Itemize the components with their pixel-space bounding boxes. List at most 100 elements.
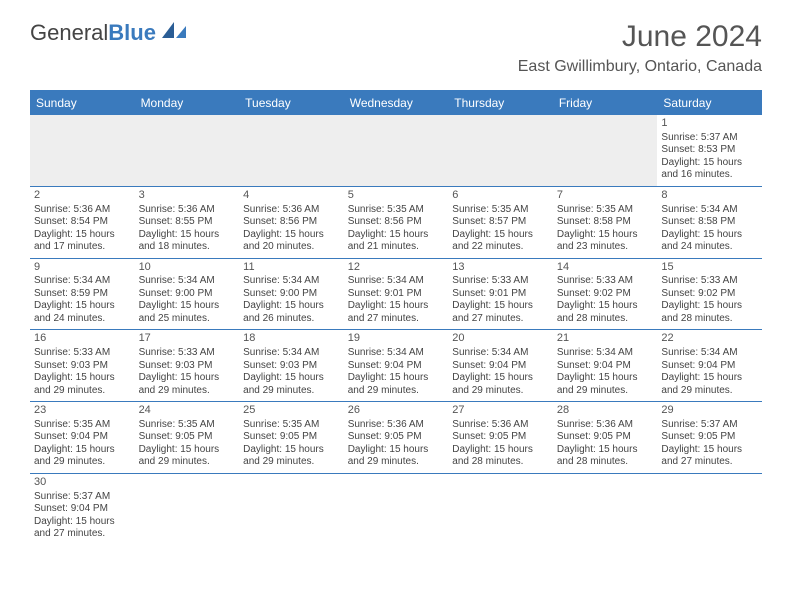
day-number: 5 — [348, 189, 445, 203]
weekday-header: Saturday — [657, 91, 762, 115]
sunrise-line: Sunrise: 5:34 AM — [557, 347, 654, 360]
day-number: 16 — [34, 332, 131, 346]
sunset-line: Sunset: 8:56 PM — [243, 216, 340, 229]
calendar-cell: 4Sunrise: 5:36 AMSunset: 8:56 PMDaylight… — [239, 187, 344, 258]
day-number: 30 — [34, 476, 131, 490]
calendar-cell: 24Sunrise: 5:35 AMSunset: 9:05 PMDayligh… — [135, 402, 240, 473]
daylight-line-1: Daylight: 15 hours — [348, 300, 445, 313]
sunrise-line: Sunrise: 5:37 AM — [661, 419, 758, 432]
calendar-cell: 17Sunrise: 5:33 AMSunset: 9:03 PMDayligh… — [135, 330, 240, 401]
daylight-line-2: and 24 minutes. — [34, 313, 131, 326]
brand-logo: GeneralBlue — [30, 20, 188, 46]
day-number: 4 — [243, 189, 340, 203]
daylight-line-2: and 29 minutes. — [139, 456, 236, 469]
calendar-cell: 15Sunrise: 5:33 AMSunset: 9:02 PMDayligh… — [657, 259, 762, 330]
daylight-line-2: and 28 minutes. — [557, 456, 654, 469]
day-number: 27 — [452, 404, 549, 418]
daylight-line-1: Daylight: 15 hours — [348, 444, 445, 457]
sunset-line: Sunset: 9:03 PM — [243, 360, 340, 373]
daylight-line-2: and 28 minutes. — [452, 456, 549, 469]
calendar-cell: 11Sunrise: 5:34 AMSunset: 9:00 PMDayligh… — [239, 259, 344, 330]
daylight-line-2: and 29 minutes. — [348, 385, 445, 398]
sunset-line: Sunset: 9:01 PM — [348, 288, 445, 301]
daylight-line-2: and 23 minutes. — [557, 241, 654, 254]
day-number: 8 — [661, 189, 758, 203]
daylight-line-1: Daylight: 15 hours — [452, 372, 549, 385]
calendar-cell-empty — [657, 474, 762, 545]
calendar-cell: 6Sunrise: 5:35 AMSunset: 8:57 PMDaylight… — [448, 187, 553, 258]
daylight-line-1: Daylight: 15 hours — [348, 372, 445, 385]
sunset-line: Sunset: 8:53 PM — [661, 144, 758, 157]
daylight-line-1: Daylight: 15 hours — [34, 372, 131, 385]
daylight-line-2: and 28 minutes. — [661, 313, 758, 326]
day-number: 11 — [243, 261, 340, 275]
daylight-line-1: Daylight: 15 hours — [452, 229, 549, 242]
sunrise-line: Sunrise: 5:34 AM — [243, 275, 340, 288]
brand-part2: Blue — [108, 20, 156, 46]
sunrise-line: Sunrise: 5:36 AM — [452, 419, 549, 432]
calendar-cell: 26Sunrise: 5:36 AMSunset: 9:05 PMDayligh… — [344, 402, 449, 473]
day-number: 20 — [452, 332, 549, 346]
sunrise-line: Sunrise: 5:33 AM — [661, 275, 758, 288]
sunset-line: Sunset: 9:05 PM — [348, 431, 445, 444]
daylight-line-1: Daylight: 15 hours — [139, 444, 236, 457]
sunrise-line: Sunrise: 5:34 AM — [348, 347, 445, 360]
calendar-cell-empty — [30, 115, 135, 186]
day-number: 25 — [243, 404, 340, 418]
daylight-line-2: and 27 minutes. — [452, 313, 549, 326]
sunrise-line: Sunrise: 5:36 AM — [348, 419, 445, 432]
calendar-week: 23Sunrise: 5:35 AMSunset: 9:04 PMDayligh… — [30, 402, 762, 474]
day-number: 13 — [452, 261, 549, 275]
calendar-cell-empty — [448, 115, 553, 186]
sunrise-line: Sunrise: 5:34 AM — [661, 204, 758, 217]
calendar-cell: 19Sunrise: 5:34 AMSunset: 9:04 PMDayligh… — [344, 330, 449, 401]
daylight-line-1: Daylight: 15 hours — [34, 444, 131, 457]
sunrise-line: Sunrise: 5:33 AM — [452, 275, 549, 288]
day-number: 1 — [661, 117, 758, 131]
calendar-cell: 30Sunrise: 5:37 AMSunset: 9:04 PMDayligh… — [30, 474, 135, 545]
daylight-line-2: and 29 minutes. — [348, 456, 445, 469]
day-number: 15 — [661, 261, 758, 275]
sunrise-line: Sunrise: 5:37 AM — [661, 132, 758, 145]
sunrise-line: Sunrise: 5:34 AM — [34, 275, 131, 288]
calendar-cell-empty — [344, 115, 449, 186]
daylight-line-1: Daylight: 15 hours — [452, 444, 549, 457]
daylight-line-2: and 28 minutes. — [557, 313, 654, 326]
month-title: June 2024 — [518, 20, 762, 54]
calendar-cell-empty — [553, 115, 658, 186]
sunrise-line: Sunrise: 5:33 AM — [34, 347, 131, 360]
calendar-cell: 21Sunrise: 5:34 AMSunset: 9:04 PMDayligh… — [553, 330, 658, 401]
daylight-line-1: Daylight: 15 hours — [661, 157, 758, 170]
sunrise-line: Sunrise: 5:36 AM — [34, 204, 131, 217]
weekday-header: Monday — [135, 91, 240, 115]
sunrise-line: Sunrise: 5:36 AM — [139, 204, 236, 217]
daylight-line-2: and 20 minutes. — [243, 241, 340, 254]
daylight-line-1: Daylight: 15 hours — [139, 229, 236, 242]
daylight-line-1: Daylight: 15 hours — [139, 300, 236, 313]
calendar-cell: 22Sunrise: 5:34 AMSunset: 9:04 PMDayligh… — [657, 330, 762, 401]
calendar-cell: 20Sunrise: 5:34 AMSunset: 9:04 PMDayligh… — [448, 330, 553, 401]
sunrise-line: Sunrise: 5:33 AM — [557, 275, 654, 288]
daylight-line-1: Daylight: 15 hours — [557, 444, 654, 457]
sail-icon — [160, 20, 188, 46]
day-number: 6 — [452, 189, 549, 203]
sunset-line: Sunset: 9:04 PM — [348, 360, 445, 373]
sunset-line: Sunset: 9:01 PM — [452, 288, 549, 301]
daylight-line-1: Daylight: 15 hours — [243, 372, 340, 385]
calendar-cell-empty — [448, 474, 553, 545]
day-number: 19 — [348, 332, 445, 346]
calendar-cell: 14Sunrise: 5:33 AMSunset: 9:02 PMDayligh… — [553, 259, 658, 330]
sunset-line: Sunset: 9:04 PM — [557, 360, 654, 373]
daylight-line-2: and 25 minutes. — [139, 313, 236, 326]
day-number: 10 — [139, 261, 236, 275]
weekday-header: Thursday — [448, 91, 553, 115]
sunset-line: Sunset: 9:05 PM — [661, 431, 758, 444]
daylight-line-1: Daylight: 15 hours — [34, 516, 131, 529]
day-number: 9 — [34, 261, 131, 275]
daylight-line-2: and 18 minutes. — [139, 241, 236, 254]
sunrise-line: Sunrise: 5:35 AM — [557, 204, 654, 217]
sunset-line: Sunset: 9:03 PM — [34, 360, 131, 373]
daylight-line-1: Daylight: 15 hours — [243, 444, 340, 457]
daylight-line-2: and 21 minutes. — [348, 241, 445, 254]
sunrise-line: Sunrise: 5:34 AM — [452, 347, 549, 360]
